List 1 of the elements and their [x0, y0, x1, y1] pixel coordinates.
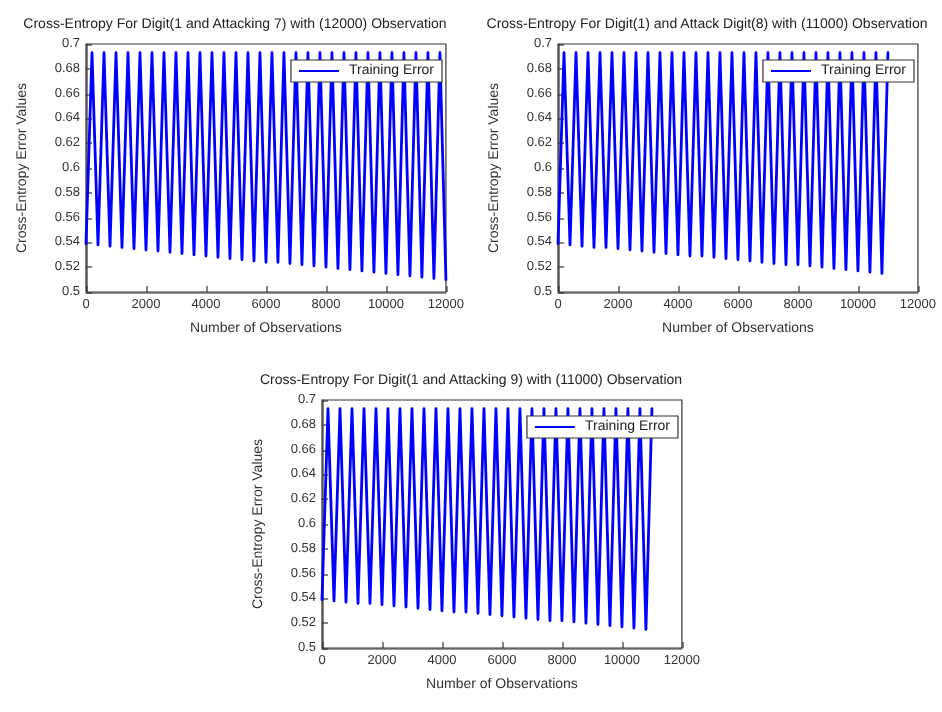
line-series: [84, 51, 448, 281]
